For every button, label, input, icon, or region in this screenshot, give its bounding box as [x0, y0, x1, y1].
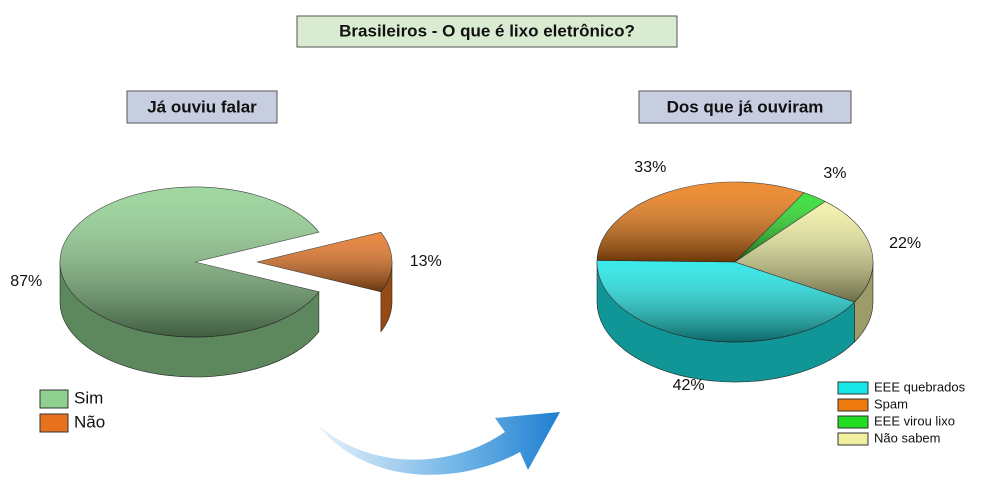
value-label: 13% — [410, 253, 442, 270]
value-label: 87% — [10, 273, 42, 290]
legend-label: Não — [74, 412, 105, 431]
top-shade — [597, 182, 804, 262]
legend-swatch — [837, 415, 869, 429]
legend-swatch — [837, 381, 869, 395]
value-label: 33% — [634, 159, 666, 176]
side-shade — [597, 262, 855, 383]
title-box — [296, 15, 678, 48]
legend-swatch — [39, 389, 69, 409]
top-shade — [59, 187, 319, 337]
legend-label: Sim — [74, 388, 103, 407]
legend-swatch — [837, 398, 869, 412]
chart-title: Brasileiros - O que é lixo eletrônico? — [339, 21, 635, 40]
arrow — [318, 412, 560, 475]
subtitle-box — [126, 90, 278, 124]
value-label: 22% — [889, 235, 921, 252]
top-shade — [257, 232, 392, 292]
legend-label: Spam — [874, 396, 908, 411]
top-shade — [735, 201, 874, 302]
subtitle: Já ouviu falar — [147, 97, 257, 116]
legend-swatch — [39, 413, 69, 433]
legend-label: EEE virou lixo — [874, 413, 955, 428]
subtitle-box — [638, 90, 852, 124]
top-shade — [735, 192, 826, 262]
side-shade — [854, 262, 873, 342]
value-label: 42% — [673, 377, 705, 394]
side-shade — [60, 262, 319, 378]
side-shade — [380, 262, 392, 332]
legend-swatch — [837, 432, 869, 446]
value-label: 3% — [823, 165, 846, 182]
legend-label: EEE quebrados — [874, 379, 966, 394]
legend-label: Não sabem — [874, 430, 940, 445]
subtitle: Dos que já ouviram — [667, 97, 824, 116]
